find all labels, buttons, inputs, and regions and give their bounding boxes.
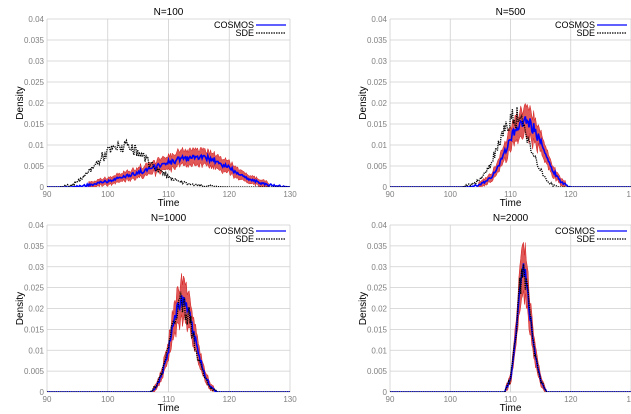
series-line-cosmos <box>47 152 290 187</box>
legend-label: COSMOS <box>555 20 595 30</box>
chart-panel-3: 0 0.005 0.01 0.015 0.02 0.025 0.03 0.035 0.04 90 1… <box>15 213 297 414</box>
y-tick-label: 0.01 <box>28 141 44 150</box>
y-tick-label: 0.04 <box>371 221 387 230</box>
y-tick-label: 0.025 <box>367 284 388 293</box>
y-tick-label: 0.035 <box>367 36 388 45</box>
y-tick-label: 0.015 <box>24 120 45 129</box>
x-axis-label: Time <box>500 198 522 209</box>
y-axis-label: Density <box>15 86 26 119</box>
y-tick-label: 0.03 <box>28 57 44 66</box>
y-tick-label: 0.01 <box>371 346 387 355</box>
y-tick-label: 0.02 <box>28 305 44 314</box>
x-tick-label: 90 <box>386 190 395 199</box>
y-tick-label: 0.02 <box>371 305 387 314</box>
y-tick-label: 0.025 <box>24 78 45 87</box>
y-tick-label: 0.005 <box>367 162 388 171</box>
x-tick-label: 120 <box>564 190 578 199</box>
x-axis-label: Time <box>158 403 180 414</box>
x-tick-label: 110 <box>162 395 175 404</box>
series-line-sde <box>47 138 290 187</box>
legend-label: SDE <box>576 28 595 38</box>
chart-panel-2: 0 0.005 0.01 0.015 0.02 0.025 0.03 0.035 0.04 90 1… <box>358 7 631 209</box>
y-tick-label: 0.03 <box>28 263 44 272</box>
y-axis-label: Density <box>358 292 369 325</box>
x-tick-label: 90 <box>386 395 395 404</box>
legend-label: SDE <box>235 234 254 244</box>
x-tick-label: 100 <box>444 190 458 199</box>
y-axis-label: Density <box>15 292 26 325</box>
y-tick-label: 0.005 <box>24 367 45 376</box>
y-tick-label: 0 <box>383 388 388 397</box>
y-tick-label: 0.005 <box>24 162 45 171</box>
y-tick-label: 0.03 <box>371 263 387 272</box>
y-axis-label: Density <box>358 86 369 119</box>
x-tick-label: 120 <box>564 395 578 404</box>
x-tick-label: 110 <box>504 395 517 404</box>
legend-label: SDE <box>235 28 254 38</box>
y-tick-label: 0 <box>40 388 45 397</box>
y-tick-label: 0.035 <box>24 242 45 251</box>
y-tick-label: 0.035 <box>24 36 45 45</box>
y-tick-label: 0.025 <box>367 78 388 87</box>
y-tick-label: 0.01 <box>371 141 387 150</box>
chart-title: N=100 <box>154 7 184 18</box>
y-tick-label: 0.04 <box>28 221 44 230</box>
chart-title: N=1000 <box>151 213 187 224</box>
x-tick-label: 120 <box>223 190 237 199</box>
legend-label: COSMOS <box>214 20 254 30</box>
x-tick-label: 120 <box>223 395 237 404</box>
y-tick-label: 0.02 <box>28 99 44 108</box>
x-tick-label: 13 <box>627 190 631 199</box>
y-tick-label: 0.035 <box>367 242 388 251</box>
x-tick-label: 130 <box>283 395 297 404</box>
legend-label: COSMOS <box>214 226 254 236</box>
y-tick-label: 0.015 <box>24 325 45 334</box>
chart-panel-1: 0 0.005 0.01 0.015 0.02 0.025 0.03 0.035 0.04 90 1… <box>15 7 297 209</box>
chart-title: N=500 <box>496 7 526 18</box>
chart-title: N=2000 <box>493 213 529 224</box>
x-tick-label: 90 <box>43 395 52 404</box>
x-tick-label: 100 <box>101 190 115 199</box>
legend-label: SDE <box>576 234 595 244</box>
x-tick-label: 100 <box>101 395 115 404</box>
y-tick-label: 0.04 <box>371 15 387 24</box>
y-tick-label: 0.015 <box>367 120 388 129</box>
confidence-band <box>47 146 290 187</box>
y-tick-label: 0.025 <box>24 284 45 293</box>
x-axis-label: Time <box>158 198 180 209</box>
y-tick-label: 0.02 <box>371 99 387 108</box>
x-axis-label: Time <box>500 403 522 414</box>
x-tick-label: 110 <box>504 190 517 199</box>
y-tick-label: 0 <box>383 183 388 192</box>
chart-panel-4: 0 0.005 0.01 0.015 0.02 0.025 0.03 0.035 0.04 90 1… <box>358 213 631 414</box>
x-tick-label: 130 <box>283 190 297 199</box>
y-tick-label: 0.01 <box>28 346 44 355</box>
legend-label: COSMOS <box>555 226 595 236</box>
y-tick-label: 0.005 <box>367 367 388 376</box>
series-line-cosmos <box>390 116 631 187</box>
y-tick-label: 0.015 <box>367 325 388 334</box>
x-tick-label: 110 <box>162 190 175 199</box>
y-tick-label: 0 <box>40 183 45 192</box>
y-tick-label: 0.03 <box>371 57 387 66</box>
x-tick-label: 100 <box>444 395 458 404</box>
x-tick-label: 13 <box>627 395 631 404</box>
series-line-cosmos <box>47 295 290 392</box>
x-tick-label: 90 <box>43 190 52 199</box>
y-tick-label: 0.04 <box>28 15 44 24</box>
